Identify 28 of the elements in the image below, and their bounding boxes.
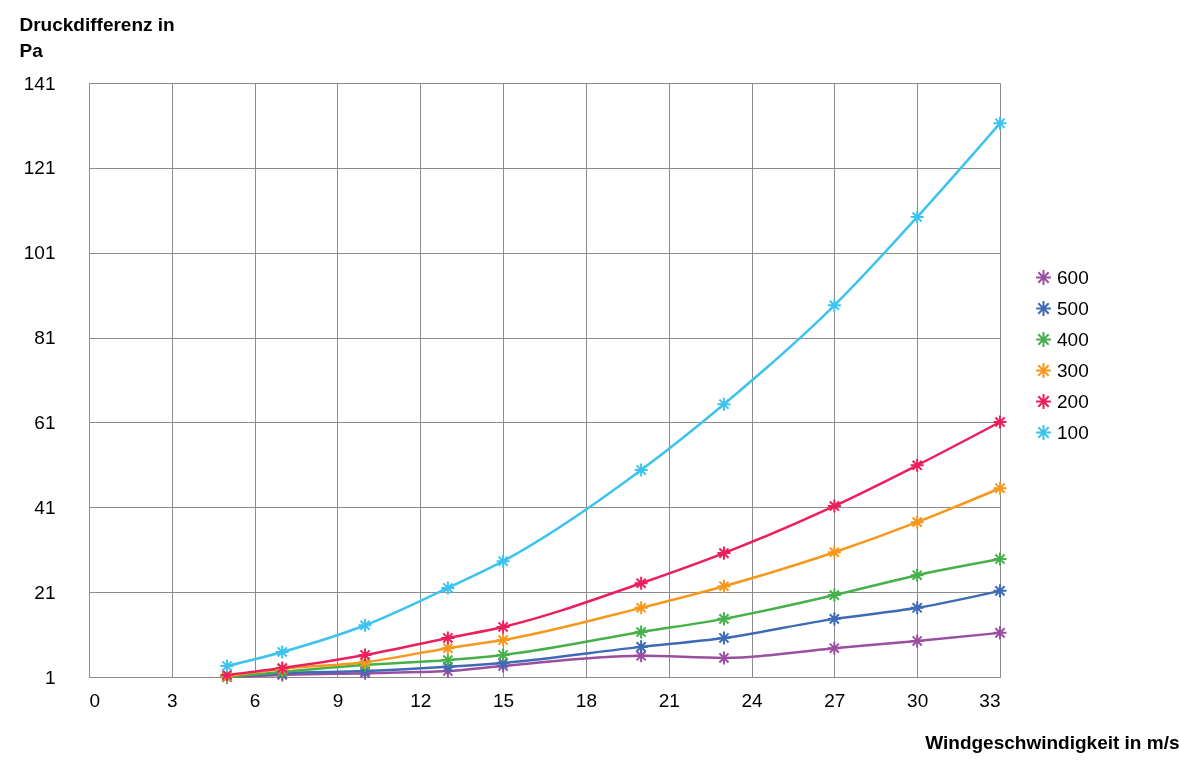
y-tick-label: 21 [34,581,56,603]
x-tick-label: 15 [493,689,515,711]
x-tick-label: 24 [741,689,764,711]
legend-label: 400 [1057,328,1089,350]
x-tick-label: 0 [89,689,101,711]
x-tick-label: 30 [907,689,929,711]
legend-label: 200 [1057,390,1089,412]
x-tick-label: 3 [167,689,178,711]
y-tick-label: 121 [23,157,56,179]
y-tick-label: 41 [34,496,56,518]
y-tick-label: 101 [23,242,56,264]
x-tick-label: 12 [410,689,432,711]
x-tick-label: 18 [575,689,597,711]
x-tick-label: 6 [249,689,261,711]
y-tick-label: 61 [34,411,56,433]
x-tick-label: 33 [979,689,1001,711]
x-tick-label: 21 [658,689,680,711]
y-tick-label: 81 [34,327,56,349]
legend-label: 100 [1057,421,1089,443]
x-tick-label: 27 [824,689,846,711]
legend-label: 500 [1057,297,1089,319]
y-axis-title: Druckdifferenz in Pa [19,13,175,61]
y-tick-label: 1 [44,666,56,688]
x-axis-title: Windgeschwindigkeit in m/s [925,731,1179,753]
legend-label: 600 [1057,266,1089,288]
legend-label: 300 [1057,359,1089,381]
x-tick-label: 9 [332,689,344,711]
y-tick-label: 141 [23,72,56,94]
